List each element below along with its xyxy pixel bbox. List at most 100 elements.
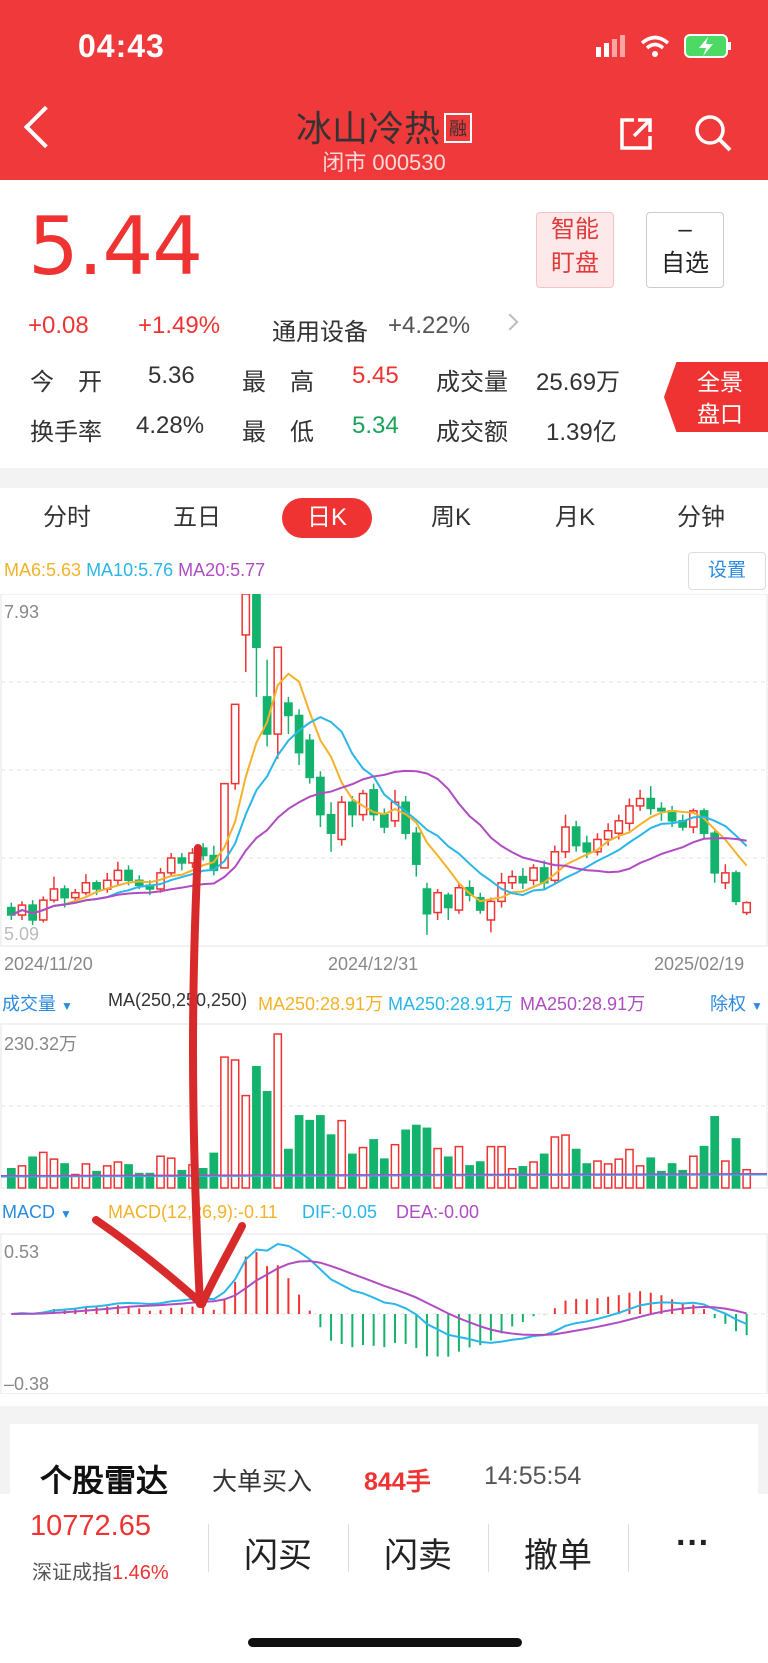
volume-bar bbox=[518, 1166, 528, 1189]
candle-body bbox=[518, 875, 528, 884]
smart-monitor-button[interactable]: 智能 盯盘 bbox=[536, 212, 614, 288]
k-y-top: 7.93 bbox=[4, 602, 40, 622]
volume-bar bbox=[209, 1152, 219, 1189]
volume-bar bbox=[497, 1145, 506, 1189]
candle-body bbox=[252, 594, 261, 649]
volume-bar bbox=[198, 1168, 208, 1189]
quick-buy-button[interactable]: 闪买 bbox=[244, 1537, 312, 1575]
macd-indicator-select[interactable]: MACD ▼ bbox=[2, 1202, 72, 1223]
stock-chart[interactable] bbox=[0, 594, 768, 1394]
candle-body bbox=[710, 832, 720, 874]
candle-body bbox=[134, 879, 144, 887]
volume-bar bbox=[347, 1153, 357, 1189]
more-icon[interactable]: ··· bbox=[676, 1524, 710, 1562]
battery-icon bbox=[684, 34, 731, 58]
watchlist-button[interactable]: – 自选 bbox=[646, 212, 724, 288]
stock-subtitle: 闭市 000530 bbox=[322, 150, 446, 175]
candle-body bbox=[60, 888, 69, 899]
candle-body bbox=[742, 901, 752, 914]
cancel-order-button[interactable]: 撤单 bbox=[524, 1537, 592, 1575]
tab-weekly-k[interactable]: 周K bbox=[430, 504, 471, 531]
turnover-value: 4.28% bbox=[136, 412, 205, 439]
ma20-label: MA20:5.77 bbox=[178, 560, 266, 580]
volume-bar bbox=[731, 1138, 741, 1189]
dif-line bbox=[11, 1242, 748, 1344]
volume-ma2: MA250:28.91万 bbox=[388, 994, 514, 1014]
index-info[interactable]: 深证成指1.46% bbox=[32, 1556, 169, 1585]
volume-bar bbox=[486, 1145, 496, 1189]
quick-sell-button[interactable]: 闪卖 bbox=[384, 1537, 452, 1575]
macd-indicator-label: MACD bbox=[2, 1202, 55, 1222]
volume-bar bbox=[657, 1170, 666, 1189]
candle-body bbox=[529, 867, 538, 882]
smart-label-1: 智能 bbox=[551, 216, 599, 243]
candle-body bbox=[49, 888, 59, 901]
volume-bar bbox=[252, 1065, 261, 1189]
volume-bar bbox=[390, 1143, 400, 1189]
tab-intraday[interactable]: 分时 bbox=[43, 504, 91, 531]
index-value: 10772.65 bbox=[30, 1510, 151, 1542]
k-y-bottom: 5.09 bbox=[4, 924, 40, 944]
volume-bar bbox=[49, 1158, 59, 1189]
volume-bar bbox=[358, 1146, 368, 1189]
volume-bar bbox=[539, 1153, 549, 1189]
volume-indicator-select[interactable]: 成交量 ▼ bbox=[2, 990, 73, 1016]
turnover-label: 换手率 bbox=[30, 419, 102, 446]
open-value: 5.36 bbox=[148, 362, 195, 389]
volume-bar bbox=[156, 1155, 165, 1189]
volume-bar bbox=[92, 1170, 101, 1189]
candle-body bbox=[305, 739, 315, 779]
stock-title: 冰山冷热融 bbox=[0, 100, 768, 152]
chart-settings-button[interactable]: 设置 bbox=[688, 552, 766, 590]
candle-body bbox=[657, 807, 666, 812]
volume-bar bbox=[678, 1169, 688, 1189]
radar-amount: 844手 bbox=[364, 1468, 431, 1496]
volume-ma-legend: MA(250,250,250) bbox=[108, 990, 248, 1010]
sector-name[interactable]: 通用设备 bbox=[272, 319, 368, 346]
volume-bar bbox=[422, 1127, 432, 1189]
volume-bar bbox=[337, 1119, 347, 1189]
tab-five-day[interactable]: 五日 bbox=[173, 504, 221, 531]
ma10-label: MA10:5.76 bbox=[86, 560, 174, 580]
volume-bar bbox=[6, 1168, 16, 1189]
volume-y-top: 230.32万 bbox=[4, 1034, 78, 1054]
radar-title: 个股雷达 bbox=[40, 1463, 169, 1499]
candle-body bbox=[166, 857, 176, 874]
volume-bar bbox=[316, 1115, 325, 1189]
candle-body bbox=[262, 696, 272, 735]
volume-label: 成交量 bbox=[436, 369, 508, 396]
price-change: +0.08 bbox=[28, 312, 89, 339]
candle-body bbox=[347, 801, 357, 816]
tab-minute[interactable]: 分钟 bbox=[677, 504, 725, 531]
volume-bar bbox=[443, 1156, 453, 1189]
margin-badge: 融 bbox=[444, 113, 472, 143]
volume-bar bbox=[177, 1169, 187, 1189]
volume-bar bbox=[550, 1136, 560, 1189]
watch-label: 自选 bbox=[661, 250, 709, 277]
search-icon[interactable] bbox=[694, 114, 734, 154]
period-tabs: 分时 五日 日K 周K 月K 分钟 bbox=[0, 498, 768, 542]
volume-bar bbox=[561, 1134, 570, 1189]
candle-body bbox=[198, 847, 208, 857]
candle-body bbox=[454, 886, 464, 911]
volume-bar bbox=[625, 1148, 634, 1189]
candle-body bbox=[177, 857, 187, 864]
share-icon[interactable] bbox=[618, 116, 654, 152]
volume-bar bbox=[699, 1145, 709, 1189]
app-header bbox=[0, 0, 768, 180]
ex-rights-select[interactable]: 除权 ▼ bbox=[710, 990, 763, 1016]
panorama-button[interactable]: 全景 盘口 bbox=[664, 362, 768, 432]
dropdown-icon: ▼ bbox=[61, 999, 73, 1013]
candle-body bbox=[571, 826, 581, 847]
tab-daily-k[interactable]: 日K bbox=[282, 498, 372, 538]
candle-body bbox=[465, 886, 474, 896]
volume-bar bbox=[603, 1163, 613, 1189]
amount-value: 1.39亿 bbox=[546, 419, 617, 446]
volume-bar bbox=[28, 1156, 38, 1189]
tab-monthly-k[interactable]: 月K bbox=[554, 504, 595, 531]
current-price: 5.44 bbox=[28, 200, 203, 293]
volume-bar bbox=[284, 1148, 293, 1189]
volume-bar bbox=[667, 1163, 677, 1189]
amount-label: 成交额 bbox=[436, 419, 508, 446]
volume-bar bbox=[689, 1155, 698, 1189]
